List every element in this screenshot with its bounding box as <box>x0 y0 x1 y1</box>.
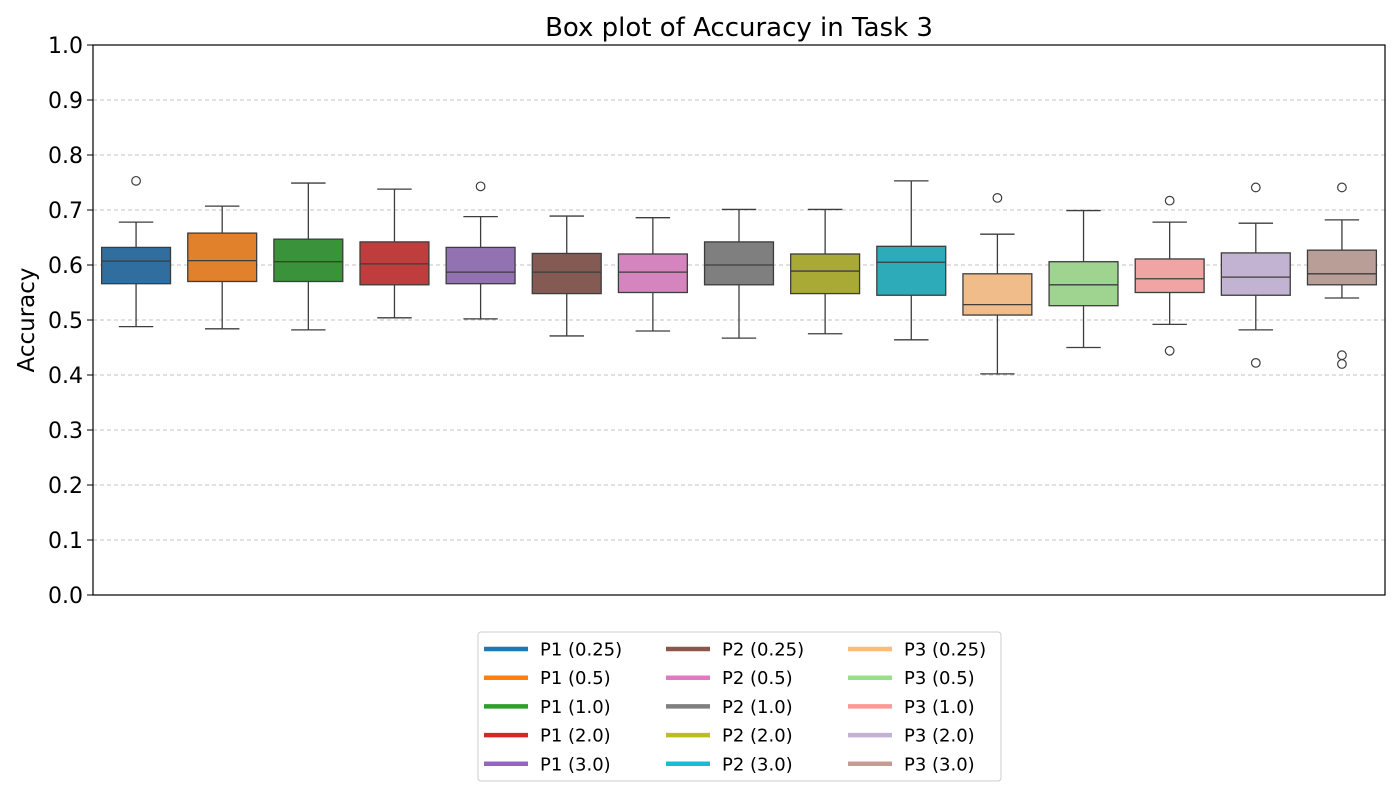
y-tick-label: 0.7 <box>48 199 83 224</box>
outlier-point <box>992 192 1003 203</box>
legend-item: P2 (1.0) <box>666 697 793 718</box>
legend-item: P1 (3.0) <box>484 754 611 775</box>
box-6 <box>531 215 602 337</box>
outlier-point <box>1337 359 1347 369</box>
legend-label: P2 (2.0) <box>722 726 793 747</box>
chart-title: Box plot of Accuracy in Task 3 <box>545 13 933 43</box>
box-body <box>531 252 602 295</box>
legend-frame <box>477 631 1002 782</box>
plot-area-frame <box>92 44 1386 596</box>
box-body <box>273 238 344 283</box>
box-8 <box>703 208 775 339</box>
legend-item: P3 (3.0) <box>848 754 975 775</box>
y-tick-label: 0.4 <box>48 364 83 389</box>
legend-item: P2 (3.0) <box>666 754 793 775</box>
legend-item: P1 (2.0) <box>484 726 611 747</box>
y-tick-label: 0.2 <box>48 474 83 499</box>
outlier-point <box>1250 182 1261 193</box>
box-7 <box>617 217 688 332</box>
y-tick-label: 0.0 <box>48 584 83 609</box>
legend-label: P2 (3.0) <box>722 754 793 775</box>
legend-label: P3 (0.5) <box>904 668 975 689</box>
y-tick-label: 0.5 <box>48 309 83 334</box>
legend-item: P3 (2.0) <box>848 726 975 747</box>
legend-item: P1 (0.5) <box>484 668 611 689</box>
legend-label: P1 (0.5) <box>540 668 611 689</box>
outlier-point <box>1337 350 1347 361</box>
legend-item: P1 (0.25) <box>484 640 622 661</box>
legend-item: P3 (1.0) <box>848 697 975 718</box>
y-tick-label: 0.6 <box>48 254 83 279</box>
legend-item: P2 (2.0) <box>666 726 793 747</box>
box-body <box>1306 249 1378 286</box>
legend-label: P1 (0.25) <box>540 640 622 661</box>
y-axis-ticks: 0.0 0.1 0.2 0.3 0.4 0.5 0.6 0.7 0.8 0.9 1.0 <box>48 34 93 609</box>
legend-label: P2 (1.0) <box>722 697 793 718</box>
outlier-point <box>1164 195 1175 206</box>
legend-label: P2 (0.25) <box>722 640 804 661</box>
outlier-point <box>475 181 486 192</box>
box-11 <box>962 192 1033 375</box>
legend-item: P3 (0.25) <box>848 640 986 661</box>
box-body <box>100 246 172 285</box>
box-body <box>1134 258 1205 294</box>
y-tick-label: 0.1 <box>48 529 83 554</box>
box-5 <box>445 181 516 320</box>
legend-label: P3 (0.25) <box>904 640 986 661</box>
box-body <box>617 253 688 294</box>
box-3 <box>273 182 344 331</box>
box-1 <box>100 175 172 328</box>
box-body <box>876 245 947 296</box>
box-14 <box>1220 182 1291 368</box>
y-tick-label: 0.9 <box>48 89 83 114</box>
legend-label: P1 (1.0) <box>540 697 611 718</box>
box-4 <box>359 188 430 319</box>
box-body <box>187 232 258 283</box>
legend: P1 (0.25) P1 (0.5) P1 (1.0) P1 (2.0) P1 (3.0… <box>477 631 1002 782</box>
box-body <box>1220 252 1291 296</box>
box-2 <box>187 205 258 330</box>
legend-label: P3 (2.0) <box>904 726 975 747</box>
box-9 <box>790 208 861 335</box>
outlier-point <box>1250 358 1261 368</box>
box-body <box>703 241 775 286</box>
box-15 <box>1306 182 1378 369</box>
box-series-group <box>100 175 1378 375</box>
legend-label: P3 (1.0) <box>904 697 975 718</box>
box-10 <box>876 180 947 341</box>
y-tick-label: 0.8 <box>48 144 83 169</box>
box-13 <box>1134 195 1205 356</box>
legend-item: P1 (1.0) <box>484 697 611 718</box>
outlier-point <box>1337 182 1347 193</box>
y-axis-title: Accuracy <box>14 267 40 372</box>
outlier-point <box>131 175 141 186</box>
y-tick-label: 1.0 <box>48 34 83 59</box>
legend-item: P2 (0.25) <box>666 640 804 661</box>
legend-label: P1 (2.0) <box>540 726 611 747</box>
legend-item: P3 (0.5) <box>848 668 975 689</box>
box-body <box>1048 261 1119 307</box>
box-body <box>790 253 861 295</box>
legend-label: P1 (3.0) <box>540 754 611 775</box>
y-tick-label: 0.3 <box>48 419 83 444</box>
box-body <box>445 246 516 285</box>
box-12 <box>1048 209 1119 349</box>
legend-label: P2 (0.5) <box>722 668 793 689</box>
box-body <box>962 273 1033 316</box>
legend-items: P1 (0.25) P1 (0.5) P1 (1.0) P1 (2.0) P1 (3.0… <box>484 640 986 775</box>
legend-label: P3 (3.0) <box>904 754 975 775</box>
legend-item: P2 (0.5) <box>666 668 793 689</box>
outlier-point <box>1164 345 1175 356</box>
